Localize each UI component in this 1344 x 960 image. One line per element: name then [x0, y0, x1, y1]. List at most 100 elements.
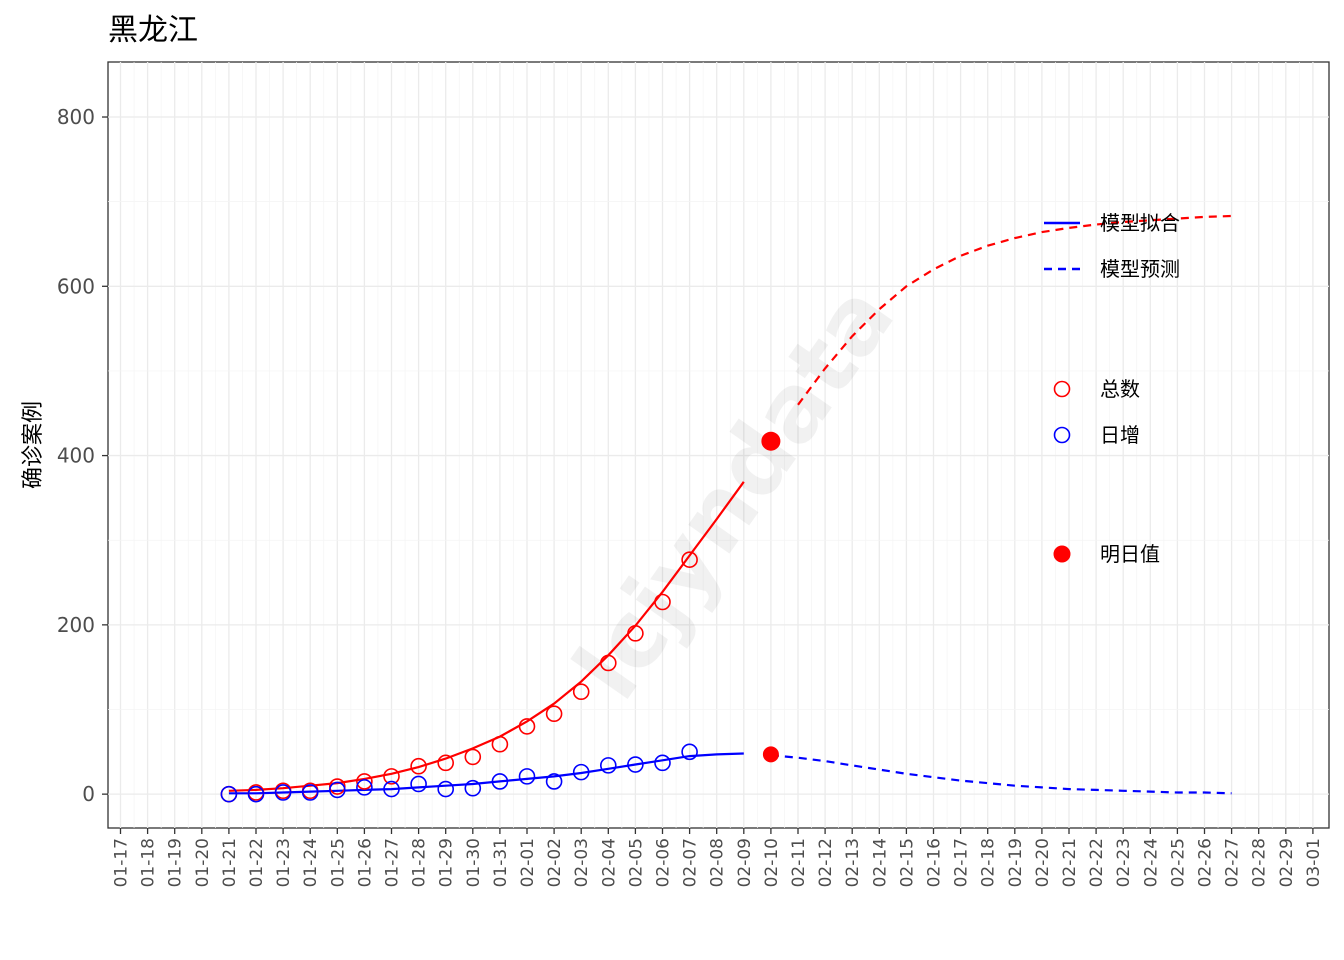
observed-daily-point: [437, 780, 455, 798]
observed-total-point: [437, 754, 455, 772]
x-tick-label: 01-26: [355, 838, 375, 887]
observed-total-point: [654, 593, 671, 611]
x-tick-label: 02-01: [518, 838, 538, 887]
x-tick-label: 02-29: [1277, 838, 1297, 887]
x-tick-label: 01-27: [383, 838, 403, 887]
tomorrow-total-point: [761, 431, 781, 451]
x-tick-label: 01-25: [328, 838, 348, 887]
x-tick-label: 02-11: [789, 838, 809, 887]
observed-daily-point: [301, 784, 319, 801]
observed-total-point: [627, 625, 644, 642]
observed-daily-point: [491, 773, 509, 790]
x-tick-label: 02-17: [952, 838, 972, 887]
x-tick-label: 01-21: [220, 838, 240, 887]
x-tick-label: 02-15: [897, 838, 917, 887]
legend-daily-label: 日增: [1100, 423, 1140, 447]
observed-daily-point: [572, 763, 590, 781]
x-tick-label: 02-10: [762, 838, 782, 887]
y-axis-label: 确诊案例: [21, 401, 46, 489]
legend-fit-label: 模型拟合: [1100, 211, 1180, 235]
legend-pred-label: 模型预测: [1100, 257, 1180, 281]
observed-daily-point: [599, 757, 617, 774]
pred-daily-line: [770, 754, 1232, 795]
observed-total-point: [681, 551, 698, 568]
observed-daily-point: [627, 756, 644, 773]
x-tick-label: 02-06: [654, 838, 674, 887]
x-axis: 01-17 01-18 01-19 01-20 01-21 01-22 01-23 01-24…: [112, 828, 1324, 887]
observed-daily-point: [681, 743, 698, 761]
x-tick-label: 01-19: [166, 838, 186, 887]
legend-tomorrow-key: [1053, 545, 1071, 563]
y-tick-label: 600: [57, 274, 95, 298]
fit-daily-line: [228, 752, 744, 795]
x-tick-label: 01-28: [410, 838, 430, 887]
observed-daily-point: [274, 784, 292, 801]
x-tick-label: 02-23: [1114, 838, 1134, 887]
observed-daily-point: [464, 779, 482, 797]
grid: [108, 62, 1329, 828]
tomorrow-daily-point: [762, 746, 779, 763]
x-tick-label: 03-01: [1304, 838, 1324, 887]
observed-total-point: [599, 654, 617, 672]
y-tick-label: 0: [82, 782, 95, 806]
observed-daily-point: [328, 781, 346, 799]
x-tick-label: 02-05: [626, 838, 646, 887]
x-tick-label: 01-18: [139, 838, 159, 887]
x-tick-label: 02-18: [979, 838, 999, 887]
x-tick-label: 02-14: [870, 838, 890, 887]
observed-daily-point: [220, 785, 238, 803]
x-tick-label: 02-09: [735, 838, 755, 887]
x-tick-label: 01-29: [437, 838, 457, 887]
x-tick-label: 02-19: [1006, 838, 1026, 887]
observed-total-point: [383, 768, 400, 785]
observed-daily-point: [383, 780, 400, 798]
chart-title: 黑龙江: [108, 13, 198, 48]
pred-total-line: [797, 214, 1232, 406]
legend-daily-key: [1053, 426, 1071, 444]
x-tick-label: 01-22: [247, 838, 267, 887]
x-tick-label: 02-25: [1168, 838, 1188, 887]
observed-total-point: [572, 683, 590, 701]
x-tick-label: 01-30: [464, 838, 484, 887]
observed-daily-point: [247, 785, 265, 803]
y-tick-label: 200: [57, 613, 95, 637]
y-tick-label: 800: [57, 105, 95, 129]
x-tick-label: 02-27: [1223, 838, 1243, 887]
observed-daily-point: [410, 775, 427, 793]
x-tick-label: 02-21: [1060, 838, 1080, 887]
x-tick-label: 01-23: [274, 838, 294, 887]
legend-total-key: [1053, 380, 1071, 398]
x-tick-label: 02-22: [1087, 838, 1107, 887]
observed-total-point: [518, 718, 536, 735]
observed-daily-point: [654, 754, 671, 772]
x-tick-label: 01-20: [193, 838, 213, 887]
observed-total-point: [410, 757, 427, 775]
x-tick-label: 02-07: [681, 838, 701, 887]
plot-panel: [107, 61, 1330, 829]
legend-total-label: 总数: [1100, 377, 1140, 401]
x-tick-label: 02-03: [572, 838, 592, 887]
x-tick-label: 01-24: [301, 838, 321, 887]
x-tick-label: 02-24: [1141, 838, 1161, 887]
observed-daily-point: [356, 779, 373, 796]
observed-daily-point: [518, 768, 536, 785]
y-axis: 0 200 400 600 800: [57, 105, 108, 806]
observed-total-point: [545, 705, 563, 723]
x-tick-label: 02-12: [816, 838, 836, 887]
x-tick-label: 02-04: [599, 838, 619, 887]
legend-tomorrow-label: 明日值: [1100, 542, 1160, 566]
x-tick-label: 01-31: [491, 838, 511, 887]
y-tick-label: 400: [57, 444, 95, 468]
x-tick-label: 02-26: [1196, 838, 1216, 887]
x-tick-label: 02-28: [1250, 838, 1270, 887]
x-tick-label: 02-13: [843, 838, 863, 887]
x-tick-label: 01-17: [112, 838, 132, 887]
observed-total-point: [491, 735, 509, 753]
x-tick-label: 02-16: [925, 838, 945, 887]
x-tick-label: 02-20: [1033, 838, 1053, 887]
x-tick-label: 02-02: [545, 838, 565, 887]
observed-total-point: [356, 773, 373, 790]
observed-daily-point: [545, 773, 563, 790]
